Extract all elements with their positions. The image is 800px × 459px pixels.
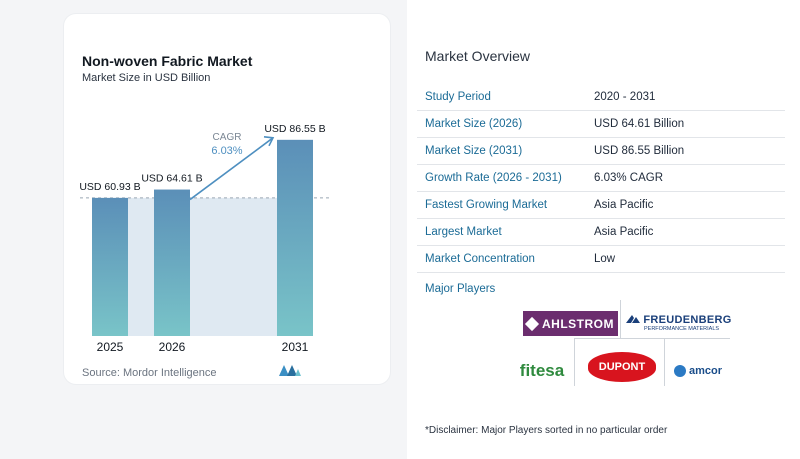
- freudenberg-subtext: PERFORMANCE MATERIALS: [644, 326, 720, 332]
- row-label: Largest Market: [425, 226, 502, 238]
- cagr-label: CAGR: [213, 132, 242, 143]
- chart-title: Non-woven Fabric Market: [82, 53, 253, 69]
- amcor-text: amcor: [688, 365, 723, 377]
- row-label: Fastest Growing Market: [425, 199, 548, 211]
- bar-value-label: USD 64.61 B: [141, 173, 202, 185]
- bar: [92, 197, 128, 336]
- amcor-mark-icon: [673, 365, 686, 377]
- mordor-logo-icon: [279, 365, 301, 376]
- category-label: 2026: [159, 340, 186, 354]
- major-players-title: Major Players: [425, 283, 496, 295]
- logo-divider: [574, 338, 575, 386]
- category-label: 2025: [97, 340, 124, 354]
- row-label: Market Concentration: [425, 253, 535, 265]
- cagr-value: 6.03%: [211, 145, 242, 157]
- row-label: Growth Rate (2026 - 2031): [425, 172, 562, 184]
- row-value: 2020 - 2031: [594, 91, 656, 103]
- category-label: 2031: [282, 340, 309, 354]
- ahlstrom-text: AHLSTROM: [542, 316, 614, 331]
- row-value: USD 86.55 Billion: [594, 145, 685, 157]
- freudenberg-text: FREUDENBERG: [626, 314, 732, 326]
- row-label: Market Size (2031): [425, 145, 523, 157]
- overview-row: Growth Rate (2026 - 2031) 6.03% CAGR: [417, 165, 785, 192]
- overview-row: Market Size (2026) USD 64.61 Billion: [417, 111, 785, 138]
- fitesa-logo: fitesa: [519, 361, 565, 380]
- overview-row: Fastest Growing Market Asia Pacific: [417, 192, 785, 219]
- disclaimer: *Disclaimer: Major Players sorted in no …: [425, 425, 668, 436]
- overview-row: Market Concentration Low: [417, 246, 785, 273]
- overview-title: Market Overview: [425, 48, 531, 64]
- market-overview-panel: [407, 0, 800, 459]
- logo-divider: [574, 338, 730, 339]
- row-label: Study Period: [425, 91, 491, 103]
- overview-row: Largest Market Asia Pacific: [417, 219, 785, 246]
- row-value: 6.03% CAGR: [594, 172, 664, 184]
- ahlstrom-mark-icon: [524, 316, 540, 331]
- freudenberg-mark-icon: [626, 315, 640, 323]
- ahlstrom-logo: AHLSTROM: [523, 311, 618, 336]
- bar-value-label: USD 60.93 B: [79, 181, 140, 193]
- overview-table: Study Period 2020 - 2031 Market Size (20…: [417, 84, 785, 273]
- freudenberg-name: FREUDENBERG: [643, 314, 732, 326]
- cagr-arrow-head-icon: [263, 136, 275, 147]
- chart-subtitle: Market Size in USD Billion: [82, 72, 211, 84]
- bar: [277, 139, 313, 336]
- row-value: Asia Pacific: [594, 226, 654, 238]
- row-value: Asia Pacific: [594, 199, 654, 211]
- overview-row: Study Period 2020 - 2031: [417, 84, 785, 111]
- freudenberg-logo: FREUDENBERG PERFORMANCE MATERIALS: [626, 308, 734, 338]
- bar: [154, 189, 190, 336]
- source-note: Source: Mordor Intelligence: [82, 367, 217, 379]
- cagr-arrow: [189, 137, 274, 201]
- logo-divider: [620, 300, 621, 338]
- row-label: Market Size (2026): [425, 118, 523, 130]
- bar-value-label: USD 86.55 B: [264, 123, 325, 135]
- overview-row: Market Size (2031) USD 86.55 Billion: [417, 138, 785, 165]
- row-value: USD 64.61 Billion: [594, 118, 685, 130]
- amcor-logo: amcor: [668, 360, 728, 382]
- row-value: Low: [594, 253, 616, 265]
- dupont-logo: DUPONT: [588, 352, 656, 382]
- logo-divider: [664, 338, 665, 386]
